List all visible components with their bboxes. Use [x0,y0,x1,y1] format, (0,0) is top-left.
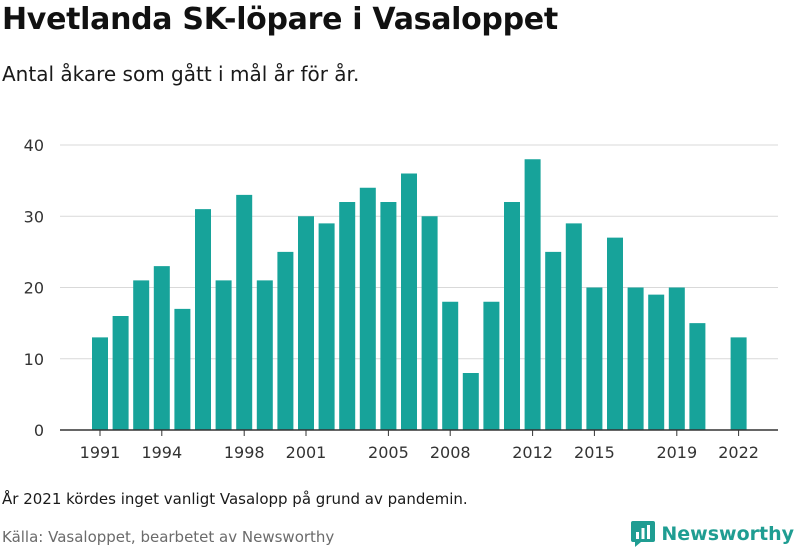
x-tick-label: 2005 [368,443,409,462]
bar-2016 [607,237,623,431]
bar-2006 [401,173,417,430]
x-tick-label: 1991 [80,443,121,462]
bar-2009 [462,373,479,430]
x-tick-label: 2008 [430,443,471,462]
bar-2012 [524,159,541,430]
x-tick-label: 2015 [574,443,615,462]
x-tick-label: 2022 [718,443,759,462]
bar-2013 [545,251,562,431]
chart-subtitle: Antal åkare som gått i mål år för år. [2,62,360,86]
bar-2017 [627,287,644,430]
chart-title: Hvetlanda SK-löpare i Vasaloppet [2,2,558,37]
x-tick-label: 2012 [512,443,553,462]
bar-2015 [586,287,603,430]
bar-1996 [195,209,211,431]
y-tick-label: 0 [34,421,44,440]
bar-1991 [92,337,108,431]
y-axis-ticks: 0 10 20 30 40 [24,136,44,440]
bar-2011 [504,202,520,430]
footnote: År 2021 kördes inget vanligt Vasalopp på… [2,490,468,508]
bar-1994 [153,266,170,431]
bar-2014 [565,223,582,431]
bar-1997 [215,280,232,431]
bar-2022 [730,337,747,431]
bar-2020 [689,323,706,431]
bar-2018 [648,294,665,431]
bar-1993 [133,280,150,431]
x-axis-ticks: 1991 1994 1998 2001 2005 2008 2012 2015 2019 2022 [80,430,759,462]
bar-chart: 0 10 20 30 40 1991 1994 1998 2001 2005 2008 2012 20… [24,136,778,462]
x-tick-label: 2019 [656,443,697,462]
y-tick-label: 10 [24,350,44,369]
bar-2010 [483,301,500,430]
bar-2007 [421,216,438,430]
y-tick-label: 30 [24,207,44,226]
bar-2002 [318,223,335,431]
bar-1995 [174,308,191,431]
bar-2005 [380,202,397,430]
source-credit: Källa: Vasaloppet, bearbetet av Newswort… [2,528,335,546]
y-tick-label: 20 [24,279,44,298]
x-tick-label: 1998 [224,443,265,462]
x-tick-label: 2001 [286,443,327,462]
bar-2008 [442,301,459,430]
bar-2004 [359,187,376,430]
newsworthy-logo-icon [631,521,656,547]
bar-2019 [668,287,685,430]
bar-2000 [277,251,294,431]
bars [92,159,747,431]
bar-2003 [339,202,356,430]
brand-logo: Newsworthy [631,519,794,549]
bar-2001 [298,216,314,430]
y-tick-label: 40 [24,136,44,155]
bar-1992 [112,316,129,430]
x-tick-label: 1994 [141,443,182,462]
bar-1998 [236,194,253,431]
brand-name: Newsworthy [661,523,794,545]
bar-1999 [256,280,273,431]
